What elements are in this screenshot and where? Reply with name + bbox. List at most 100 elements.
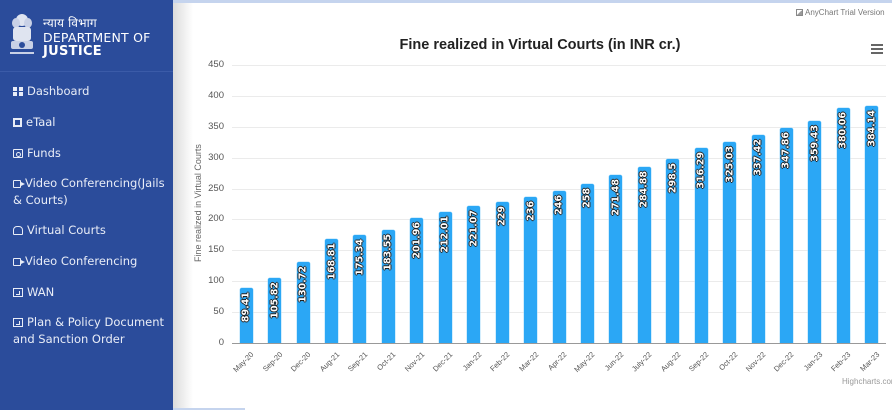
data-label: 325.03 [724,146,736,183]
y-tick-label: 450 [208,59,224,70]
grid-icon [13,87,23,96]
chart-title: Fine realized in Virtual Courts (in INR … [399,37,681,53]
gridline [232,157,886,159]
data-label: 236 [525,201,537,222]
chart-logo-icon [796,9,803,16]
sidebar-item-wan[interactable]: WAN [13,284,168,301]
data-label: 221.07 [468,210,480,248]
data-label: 183.55 [382,233,394,271]
bar-may-22[interactable]: 258 [580,183,594,343]
bar-jan-22[interactable]: 221.07 [467,206,481,343]
data-label: 105.82 [269,281,281,319]
bar-aug-22[interactable]: 298.5 [666,158,680,343]
sidebar-item-label: WAN [27,285,55,299]
bar-sep-22[interactable]: 316.29 [694,147,708,343]
hamburger-icon-bar [871,52,883,54]
data-label: 384.14 [866,109,878,147]
brand-header[interactable]: न्याय विभाग DEPARTMENT OF JUSTICE [0,0,173,72]
sidebar-item-virtual-courts[interactable]: Virtual Courts [13,222,168,239]
gridline [232,188,886,190]
bar-dec-22[interactable]: 347.86 [779,128,793,343]
highcharts-credits-link[interactable]: Highcharts.com [842,377,892,386]
data-label: 168.81 [326,242,338,280]
bar-nov-21[interactable]: 201.96 [410,218,424,343]
sidebar-item-etaal[interactable]: eTaal [13,114,168,131]
bar-aug-21[interactable]: 168.81 [325,238,339,343]
sidebar-item-label: eTaal [26,115,56,129]
bar-mar-23[interactable]: 384.14 [865,105,879,343]
anychart-watermark[interactable]: AnyChart Trial Version [796,8,885,17]
sidebar-item-label: Dashboard [27,84,90,98]
data-label: 229 [496,205,508,226]
data-label: 284.88 [638,171,650,208]
data-label: 258 [581,187,593,208]
sidebar-item-label: Plan & Policy Document and Sanction Orde… [13,315,165,346]
bar-dec-21[interactable]: 212.01 [438,212,452,343]
sidebar-item-label: Funds [27,146,61,160]
money-icon [13,149,23,158]
y-tick-label: 350 [208,120,224,132]
data-label: 359.43 [809,124,821,162]
video-camera-icon [13,180,25,188]
data-label: 130.72 [297,266,309,303]
sidebar: न्याय विभाग DEPARTMENT OF JUSTICE Dashbo… [0,0,173,410]
y-tick-label: 50 [213,306,224,318]
sidebar-item-video-conferencing-jails-courts[interactable]: Video Conferencing(Jails & Courts) [13,175,168,209]
bar-july-22[interactable]: 284.88 [637,167,651,343]
bar-nov-22[interactable]: 337.42 [751,134,765,343]
data-label: 271.48 [610,179,622,216]
chart-menu-button[interactable] [871,44,883,54]
gridline [232,126,886,128]
bar-mar-22[interactable]: 236 [524,197,538,343]
bar-jan-23[interactable]: 359.43 [808,120,822,343]
bar-jun-22[interactable]: 271.48 [609,175,623,343]
y-tick-label: 0 [218,337,224,348]
bar-sep-21[interactable]: 175.34 [353,234,367,343]
brand-hindi-text: न्याय विभाग [43,16,97,30]
data-label: 246 [553,195,565,215]
gridline [232,95,886,97]
sidebar-item-dashboard[interactable]: Dashboard [13,83,168,100]
data-label: 212.01 [439,216,451,253]
data-label: 89.41 [240,291,252,322]
external-link-icon [13,288,23,297]
y-tick-label: 100 [208,275,224,287]
y-tick-label: 400 [208,89,224,101]
y-tick-label: 300 [208,151,224,163]
data-label: 298.5 [667,162,679,193]
brand-department-text: DEPARTMENT OF [43,30,151,45]
y-tick-label: 150 [208,244,224,256]
court-icon [13,226,23,235]
bar-oct-22[interactable]: 325.03 [723,142,737,343]
data-label: 347.86 [780,132,792,169]
data-label: 380.06 [837,112,849,149]
data-label: 201.96 [411,222,423,259]
bar-sep-20[interactable]: 105.82 [268,277,282,343]
y-tick-label: 200 [208,213,224,225]
bottom-scroll-indicator [173,408,245,410]
bar-feb-22[interactable]: 229 [495,201,509,343]
y-tick-label: 250 [208,182,224,194]
bar-dec-20[interactable]: 130.72 [296,262,310,343]
bar-apr-22[interactable]: 246 [552,191,566,343]
external-link-icon [13,318,23,327]
gridline [232,65,886,66]
bar-may-20[interactable]: 89.41 [239,287,253,343]
hamburger-icon [871,44,883,46]
bar-oct-21[interactable]: 183.55 [381,229,395,343]
x-axis-line [232,343,886,344]
sidebar-item-label: Video Conferencing [25,254,138,268]
sidebar-shadow [173,3,193,410]
data-label: 337.42 [752,138,764,176]
sidebar-item-label: Video Conferencing(Jails & Courts) [13,176,165,207]
sidebar-item-video-conferencing[interactable]: Video Conferencing [13,253,168,270]
national-emblem-icon [10,14,34,54]
sidebar-item-plan-policy[interactable]: Plan & Policy Document and Sanction Orde… [13,314,168,348]
bar-feb-23[interactable]: 380.06 [836,108,850,343]
brand-justice-text: JUSTICE [43,44,102,59]
sidebar-item-funds[interactable]: Funds [13,145,168,162]
top-bar [173,0,892,3]
video-camera-icon [13,258,25,266]
sidebar-item-label: Virtual Courts [27,223,106,237]
data-label: 316.29 [695,151,707,189]
